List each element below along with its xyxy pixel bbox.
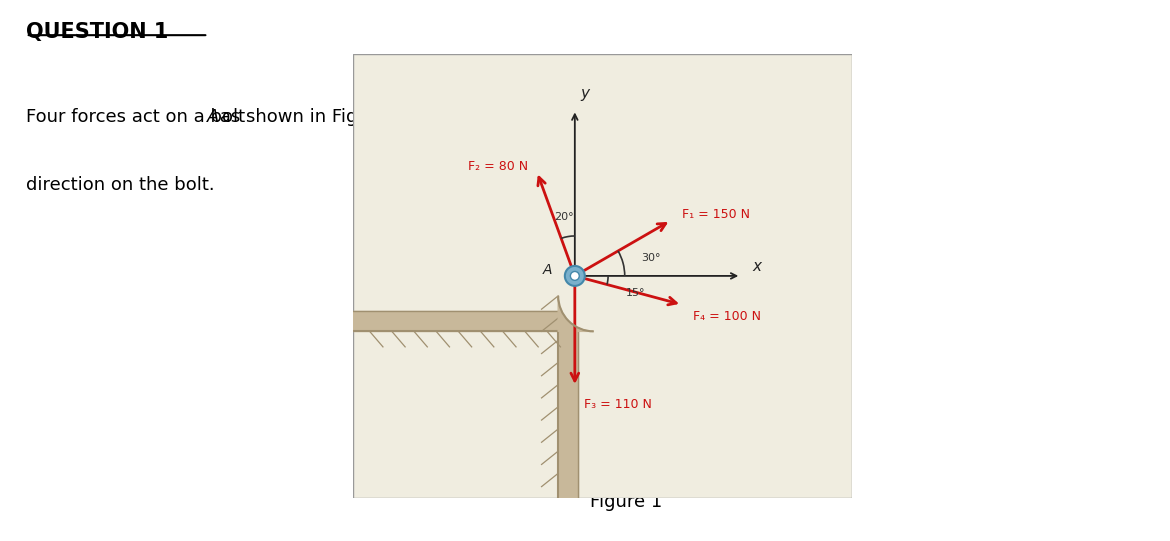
- Ellipse shape: [571, 272, 579, 280]
- Text: Four forces act on a bolt: Four forces act on a bolt: [26, 108, 250, 126]
- Text: A: A: [207, 108, 219, 126]
- Text: y: y: [580, 85, 590, 101]
- Text: 30°: 30°: [641, 253, 661, 263]
- Text: F₄ = 100 N: F₄ = 100 N: [693, 310, 760, 323]
- FancyBboxPatch shape: [353, 54, 852, 498]
- Polygon shape: [558, 296, 593, 331]
- Text: as shown in Figure 1. Determine the resultant of the forces and the: as shown in Figure 1. Determine the resu…: [214, 108, 826, 126]
- Text: Figure 1: Figure 1: [590, 493, 662, 511]
- Text: QUESTION 1: QUESTION 1: [26, 22, 168, 42]
- Text: 15°: 15°: [626, 288, 645, 298]
- Text: direction on the bolt.: direction on the bolt.: [26, 176, 214, 194]
- Text: A: A: [543, 263, 552, 278]
- Polygon shape: [353, 312, 558, 331]
- Text: F₃ = 110 N: F₃ = 110 N: [584, 398, 652, 411]
- Text: x: x: [752, 259, 762, 274]
- Text: F₂ = 80 N: F₂ = 80 N: [468, 160, 528, 173]
- Ellipse shape: [565, 266, 585, 286]
- Polygon shape: [558, 331, 578, 498]
- Text: 20°: 20°: [555, 212, 574, 222]
- Text: F₁ = 150 N: F₁ = 150 N: [682, 208, 750, 221]
